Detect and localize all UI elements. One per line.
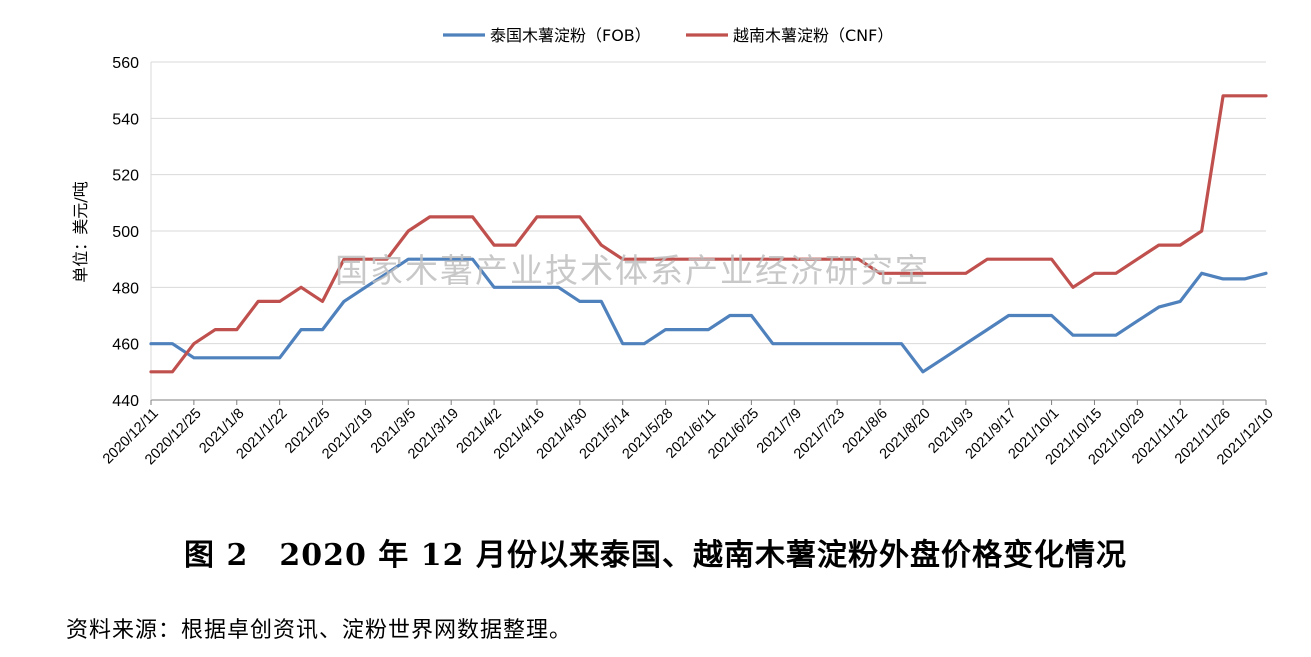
legend: 泰国木薯淀粉（FOB） 越南木薯淀粉（CNF） (443, 26, 893, 45)
gridlines (150, 61, 1266, 401)
y-tick-label: 500 (112, 224, 139, 241)
source-note: 资料来源：根据卓创资讯、淀粉世界网数据整理。 (66, 618, 573, 643)
y-tick-label: 440 (112, 393, 139, 410)
y-tick-label: 560 (112, 55, 139, 72)
y-axis-ticks: 440 460 480 500 520 540 560 (112, 55, 139, 410)
y-tick-label: 480 (112, 280, 139, 297)
series-line-2 (149, 94, 1268, 374)
y-axis-label: 单位：美元/吨 (71, 181, 90, 282)
legend-label-1: 泰国木薯淀粉（FOB） (490, 26, 651, 45)
series-line-1 (149, 257, 1268, 374)
y-tick-label: 540 (112, 111, 139, 128)
line-chart: 440 460 480 500 520 540 560 2020/12/112020/12/… (71, 26, 1277, 468)
watermark: 国家木薯产业技术体系产业经济研究室 (335, 251, 930, 290)
series-lines (149, 94, 1268, 374)
legend-label-2: 越南木薯淀粉（CNF） (733, 26, 893, 45)
x-axis-ticks: 2020/12/112020/12/252021/1/82021/1/22202… (100, 400, 1277, 468)
y-tick-label: 520 (112, 168, 139, 185)
y-tick-label: 460 (112, 337, 139, 354)
figure-caption: 图 2 2020 年 12 月份以来泰国、越南木薯淀粉外盘价格变化情况 (184, 538, 1127, 573)
